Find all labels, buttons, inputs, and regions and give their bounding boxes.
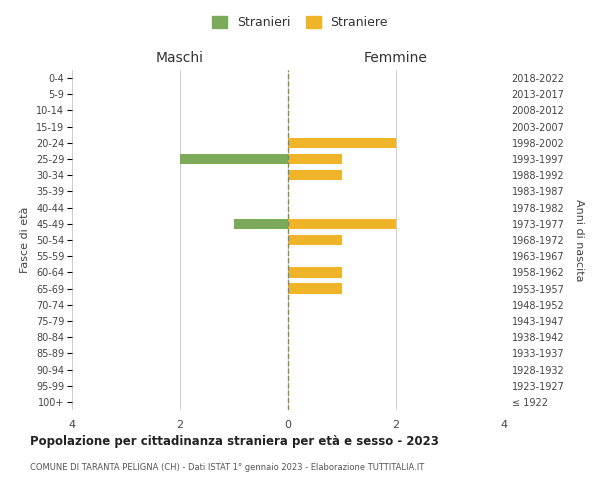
Bar	[288, 138, 396, 148]
Y-axis label: Fasce di età: Fasce di età	[20, 207, 31, 273]
Bar	[288, 267, 342, 278]
Text: Maschi: Maschi	[156, 51, 204, 65]
Bar	[234, 218, 288, 229]
Text: Popolazione per cittadinanza straniera per età e sesso - 2023: Popolazione per cittadinanza straniera p…	[30, 435, 439, 448]
Text: COMUNE DI TARANTA PELIGNA (CH) - Dati ISTAT 1° gennaio 2023 - Elaborazione TUTTI: COMUNE DI TARANTA PELIGNA (CH) - Dati IS…	[30, 463, 424, 472]
Bar	[288, 284, 342, 294]
Legend: Stranieri, Straniere: Stranieri, Straniere	[207, 11, 393, 34]
Bar	[180, 154, 288, 164]
Text: Femmine: Femmine	[364, 51, 428, 65]
Bar	[288, 154, 342, 164]
Bar	[288, 234, 342, 246]
Bar	[288, 218, 396, 229]
Bar	[288, 170, 342, 180]
Y-axis label: Anni di nascita: Anni di nascita	[574, 198, 584, 281]
